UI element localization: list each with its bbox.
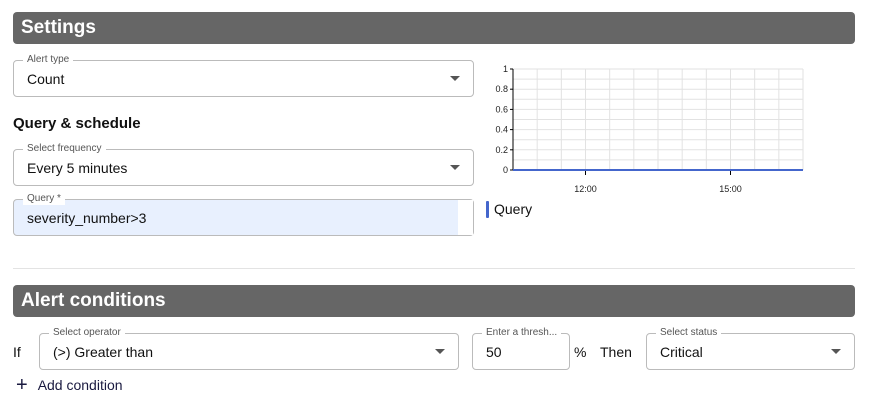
alert-type-select[interactable]: Alert type Count [13,54,474,97]
query-chart: 0 0.2 0.4 0.6 0.8 1 12:00 15:00 [495,64,804,194]
x-tick-label: 12:00 [574,184,597,194]
frequency-value: Every 5 minutes [27,159,128,176]
alert-type-value: Count [27,70,65,87]
query-label: Query * [23,193,65,205]
y-tick-label: 0.8 [495,84,508,94]
legend-swatch [486,201,489,218]
settings-header: Settings [13,12,855,44]
section-divider [13,268,855,269]
dropdown-arrow-icon [831,348,841,354]
add-condition-label: Add condition [37,377,123,393]
percent-unit: % [574,344,587,360]
status-value: Critical [660,343,703,360]
operator-select[interactable]: Select operator (>) Greater than [39,327,459,370]
alert-conditions-header: Alert conditions [13,285,855,317]
x-tick-label: 15:00 [719,184,742,194]
threshold-input[interactable]: Enter a thresh... 50 [472,327,570,370]
dropdown-arrow-icon [450,75,460,81]
alert-type-label: Alert type [23,54,74,66]
operator-label: Select operator [49,327,125,339]
y-tick-label: 0.6 [495,104,508,114]
legend-query-label: Query [494,201,533,217]
y-tick-label: 1 [503,64,508,74]
plus-icon: + [16,374,28,396]
query-input[interactable]: Query * severity_number>3 [13,193,474,236]
status-select[interactable]: Select status Critical [646,327,855,370]
query-value: severity_number>3 [27,209,147,226]
query-schedule-heading: Query & schedule [13,115,141,132]
threshold-label: Enter a thresh... [482,327,562,339]
dropdown-arrow-icon [435,348,445,354]
frequency-select[interactable]: Select frequency Every 5 minutes [13,143,474,186]
add-condition-button[interactable]: + Add condition [16,375,123,395]
frequency-label: Select frequency [23,143,106,155]
y-tick-label: 0.2 [495,145,508,155]
then-label: Then [600,344,632,360]
dropdown-arrow-icon [450,164,460,170]
y-tick-label: 0 [503,165,508,175]
operator-value: (>) Greater than [53,343,153,360]
query-scrollbar-gutter [458,200,473,235]
if-label: If [13,344,21,360]
threshold-value: 50 [486,343,502,360]
status-label: Select status [656,327,722,339]
y-tick-label: 0.4 [495,125,508,135]
